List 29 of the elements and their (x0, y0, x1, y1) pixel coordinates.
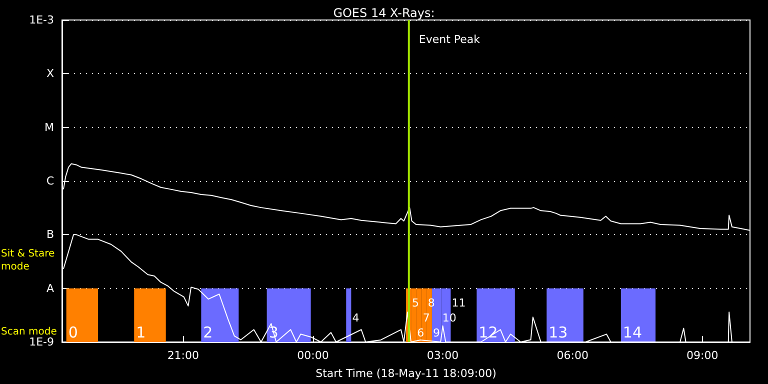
y-tick-label: B (46, 228, 54, 242)
band-label: 0 (68, 324, 78, 342)
band-label: 2 (203, 324, 213, 342)
band-label: 9 (432, 326, 440, 340)
band-label: 1 (136, 324, 146, 342)
y-tick-label: 1E-3 (29, 14, 54, 26)
x-tick-label: 00:00 (297, 349, 329, 362)
ref-line-label: Event Peak (418, 33, 481, 46)
band-label: 6 (417, 326, 424, 340)
text: Sit & Stare mode (1, 248, 55, 272)
band-label: 13 (548, 324, 568, 342)
y-tick-label: 1E-9 (29, 336, 54, 348)
y-tick-label: A (46, 282, 54, 295)
x-tick-label: 06:00 (556, 349, 588, 362)
y-tick-label: C (46, 174, 54, 188)
band-label: 7 (422, 312, 430, 325)
chart-title: GOES 14 X-Rays: (333, 6, 435, 20)
band-label: 4 (352, 312, 360, 325)
band-label: 12 (478, 324, 498, 342)
band-label: 14 (622, 324, 642, 342)
band-label: 11 (452, 296, 466, 310)
y-tick-label: M (44, 120, 54, 134)
y-tick-label: X (46, 67, 54, 80)
x-tick-label: 21:00 (167, 349, 200, 362)
text: Scan mode (1, 326, 57, 338)
x-tick-label: 03:00 (426, 349, 459, 362)
x-axis-title: Start Time (18-May-11 18:09:00) (316, 367, 496, 380)
x-tick-label: 09:00 (686, 349, 718, 362)
band-label: 5 (412, 296, 420, 310)
